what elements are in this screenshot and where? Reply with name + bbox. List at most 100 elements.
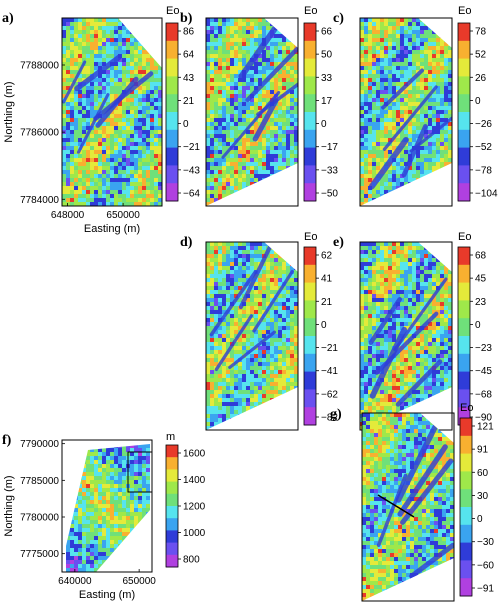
heatmap-image: [360, 242, 452, 430]
colorbar-tick-label: 33: [321, 73, 333, 84]
colorbar-step: [304, 336, 316, 355]
colorbar-step: [304, 389, 316, 408]
colorbar-tick-label: −90: [475, 413, 492, 424]
colorbar-step: [166, 493, 178, 507]
plot-frame: [359, 17, 453, 207]
colorbar-step: [166, 129, 178, 149]
colorbar: [165, 22, 179, 202]
inset-box: [127, 451, 153, 493]
panel-a: a) Eo 86 64 43 21 0 −21 −43 −64 648000 650000 778800…: [2, 5, 200, 235]
colorbar-step: [166, 58, 178, 77]
colorbar-tick-label: −78: [475, 165, 492, 176]
colorbar-unit: Eo: [304, 5, 317, 17]
colorbar-step: [458, 129, 470, 149]
colorbar-unit: Eo: [304, 231, 317, 243]
colorbar-step: [304, 165, 316, 184]
colorbar-step: [304, 371, 316, 390]
colorbar-step: [166, 481, 178, 495]
panel-b: b) Eo 66 50 33 17 0 −17 −33 −50: [180, 5, 338, 207]
y-tick-label: 7784000: [20, 195, 59, 206]
colorbar-tick-label: 0: [321, 320, 327, 331]
colorbar-tick-label: 21: [183, 96, 195, 107]
colorbar-tick-label: −60: [477, 560, 494, 571]
panel-label: g): [330, 407, 342, 422]
colorbar-tick-label: 52: [475, 50, 487, 61]
colorbar-step: [166, 94, 178, 113]
colorbar: [303, 246, 317, 426]
x-axis-label: Easting (m): [79, 589, 135, 601]
colorbar-step: [166, 445, 178, 458]
colorbar-tick-label: −23: [475, 343, 492, 354]
colorbar-step: [304, 147, 316, 166]
colorbar-tick-label: −30: [477, 537, 494, 548]
colorbar-frame: [457, 22, 471, 202]
colorbar-step: [458, 389, 470, 408]
x-tick-label: 650000: [122, 576, 156, 587]
y-tick-label: 7780000: [20, 513, 59, 524]
colorbar-tick-label: 21: [321, 297, 333, 308]
y-tick-label: 7790000: [20, 439, 59, 450]
colorbar-tick-label: −43: [183, 165, 200, 176]
panel-e: e) Eo 68 45 23 0 −23 −45 −68 −90: [333, 231, 492, 431]
colorbar-unit: Eo: [458, 5, 471, 17]
colorbar-step: [458, 112, 470, 131]
colorbar-step: [304, 129, 316, 149]
colorbar-tick-label: 23: [475, 297, 487, 308]
colorbar-tick-label: 64: [183, 50, 195, 61]
colorbar-step: [166, 530, 178, 544]
profile-line: [377, 494, 415, 518]
colorbar-step: [304, 407, 316, 426]
colorbar-step: [460, 507, 472, 526]
colorbar-tick-label: 121: [477, 422, 494, 433]
colorbar-frame: [303, 246, 317, 426]
colorbar-step: [304, 112, 316, 131]
colorbar-step: [304, 94, 316, 113]
colorbar-step: [460, 524, 472, 544]
colorbar-tick-label: −26: [475, 119, 492, 130]
panel-label: b): [180, 11, 193, 26]
colorbar-step: [166, 112, 178, 131]
colorbar-step: [458, 183, 470, 202]
colorbar-step: [458, 40, 470, 60]
colorbar-tick-label: 66: [321, 27, 333, 38]
colorbar-tick-label: −91: [477, 584, 494, 595]
colorbar-unit: Eo: [458, 231, 471, 243]
heatmap-image: [206, 242, 298, 430]
panel-label: d): [180, 235, 193, 250]
colorbar-step: [460, 542, 472, 561]
colorbar-step: [460, 560, 472, 579]
y-tick-label: 7786000: [20, 128, 59, 139]
colorbar-step: [304, 40, 316, 60]
x-axis-label: Easting (m): [84, 223, 140, 235]
colorbar: [459, 417, 473, 597]
colorbar-step: [458, 318, 470, 337]
plot-frame: [61, 439, 153, 573]
colorbar: [303, 22, 317, 202]
colorbar-tick-label: −21: [183, 142, 200, 153]
colorbar-step: [304, 282, 316, 301]
x-tick-label: 648000: [51, 210, 85, 221]
panel-label: c): [333, 11, 344, 26]
plot-frame: [361, 412, 455, 602]
colorbar-tick-label: −45: [475, 366, 492, 377]
colorbar-tick-label: −52: [475, 142, 492, 153]
panel-label: e): [333, 235, 344, 250]
y-tick-label: 7775000: [20, 549, 59, 560]
colorbar-step: [458, 282, 470, 301]
colorbar-tick-label: 91: [477, 445, 489, 456]
heatmap-image: [206, 18, 298, 206]
colorbar-step: [166, 147, 178, 166]
panel-d: d) Eo 62 41 21 0 −21 −41 −62 −82: [180, 231, 338, 431]
colorbar-tick-label: −41: [321, 366, 338, 377]
colorbar-step: [304, 183, 316, 202]
colorbar-tick-label: 1400: [183, 475, 206, 486]
colorbar-step: [304, 353, 316, 373]
colorbar-step: [166, 469, 178, 483]
colorbar-step: [304, 300, 316, 319]
colorbar-frame: [459, 417, 473, 597]
colorbar-step: [458, 76, 470, 95]
colorbar-tick-label: −82: [321, 413, 338, 424]
colorbar-step: [166, 457, 178, 470]
colorbar-unit: m: [166, 431, 175, 443]
